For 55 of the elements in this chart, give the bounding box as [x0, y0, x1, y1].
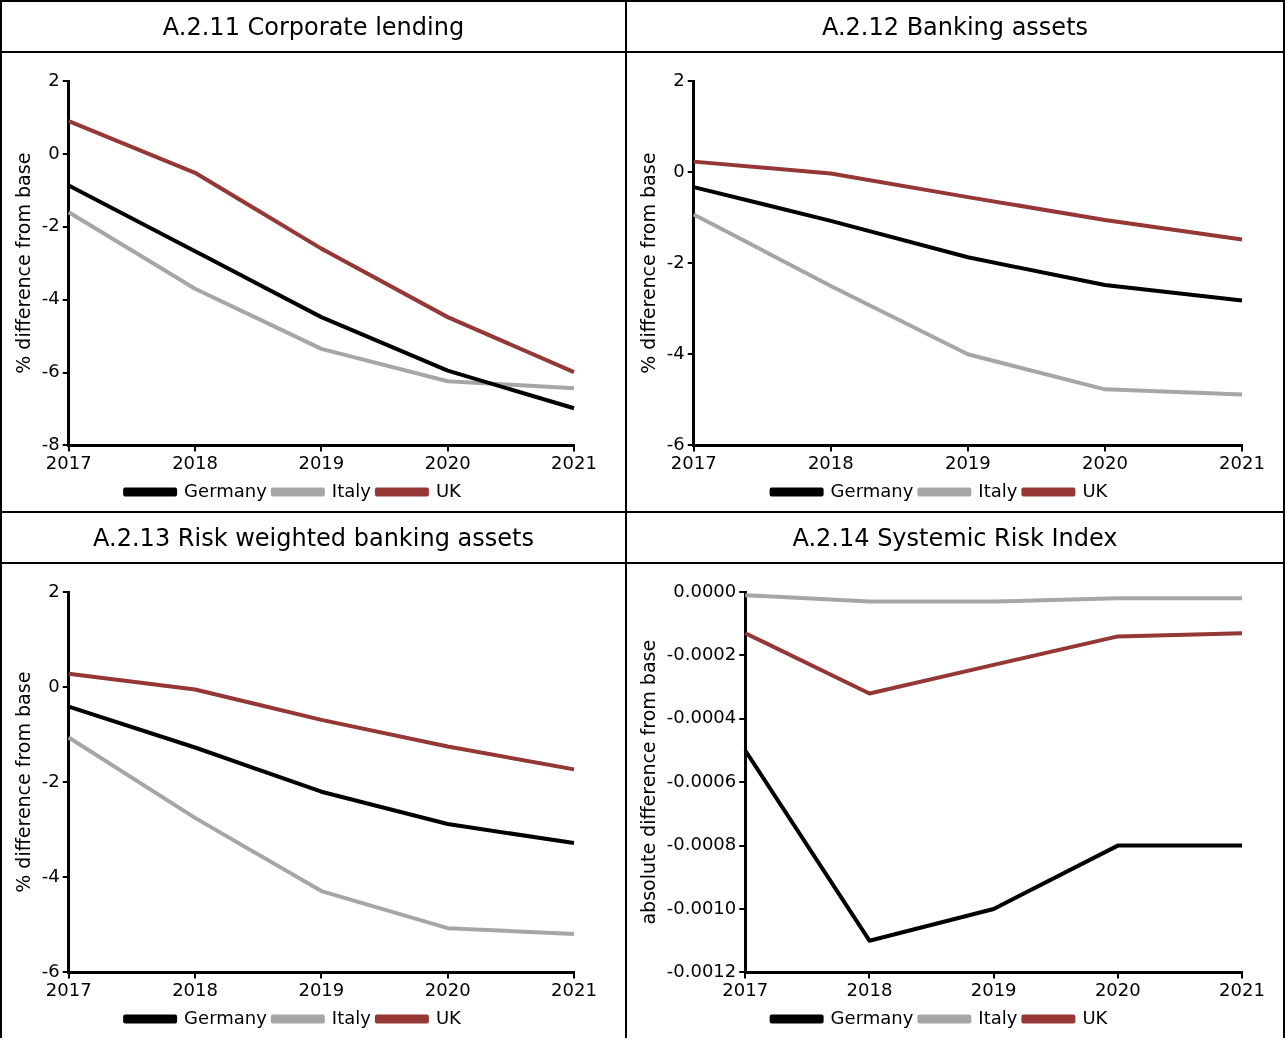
y-tick-label: 0: [48, 674, 60, 696]
x-tick-label: 2020: [1094, 978, 1141, 1000]
x-tick-label: 2018: [172, 978, 218, 1000]
legend-label: UK: [435, 1006, 463, 1028]
y-axis-title: % difference from base: [637, 152, 660, 374]
y-tick-label: -0.0006: [666, 769, 737, 791]
legend-label: UK: [1082, 479, 1109, 501]
y-tick-label: 0: [673, 159, 685, 181]
legend-label: Italy: [978, 479, 1018, 501]
x-tick-label: 2018: [846, 978, 893, 1000]
x-tick-label: 2021: [551, 451, 597, 473]
chart-title: A.2.14 Systemic Risk Index: [627, 513, 1283, 564]
y-tick-label: 2: [48, 579, 60, 601]
chart-title: A.2.13 Risk weighted banking assets: [2, 513, 625, 564]
x-tick-label: 2021: [1219, 451, 1265, 473]
y-tick-label: -0.0008: [666, 833, 737, 855]
x-tick-label: 2021: [551, 978, 597, 1000]
legend-label: UK: [1082, 1006, 1109, 1028]
x-tick-label: 2018: [172, 451, 218, 473]
y-tick-label: -0.0002: [666, 643, 737, 665]
y-tick-label: -2: [666, 250, 685, 272]
legend-label: UK: [435, 479, 463, 501]
legend-label: Germany: [830, 1006, 914, 1028]
legend-label: Italy: [978, 1006, 1018, 1028]
y-tick-label: -0.0010: [666, 896, 737, 918]
chart-title: A.2.12 Banking assets: [627, 2, 1283, 53]
x-tick-label: 2019: [298, 451, 345, 473]
chart-title: A.2.11 Corporate lending: [2, 2, 625, 53]
y-tick-label: -2: [41, 769, 60, 791]
x-tick-label: 2019: [298, 978, 345, 1000]
y-axis-title: absolute difference from base: [637, 639, 660, 925]
y-tick-label: -6: [41, 360, 60, 382]
legend-label: Germany: [830, 479, 914, 501]
y-axis-title: % difference from base: [12, 671, 35, 893]
y-tick-label: 0.0000: [673, 579, 737, 601]
x-tick-label: 2020: [1082, 451, 1128, 473]
y-tick-label: -4: [41, 287, 60, 309]
legend-label: Italy: [331, 1006, 372, 1028]
y-tick-label: -0.0004: [666, 706, 737, 728]
x-tick-label: 2021: [1219, 978, 1265, 1000]
x-tick-label: 2019: [970, 978, 1017, 1000]
legend-label: Germany: [184, 479, 268, 501]
y-tick-label: -4: [666, 341, 685, 363]
x-tick-label: 2020: [424, 978, 471, 1000]
y-tick-label: -2: [41, 214, 60, 236]
legend-label: Italy: [331, 479, 372, 501]
legend-label: Germany: [184, 1006, 268, 1028]
x-tick-label: 2020: [424, 451, 471, 473]
y-tick-label: 2: [48, 68, 60, 90]
x-tick-label: 2018: [807, 451, 854, 473]
y-tick-label: 2: [673, 68, 685, 90]
y-tick-label: 0: [48, 141, 60, 163]
y-axis-title: % difference from base: [12, 152, 35, 374]
y-tick-label: -4: [41, 864, 60, 886]
x-tick-label: 2019: [944, 451, 991, 473]
